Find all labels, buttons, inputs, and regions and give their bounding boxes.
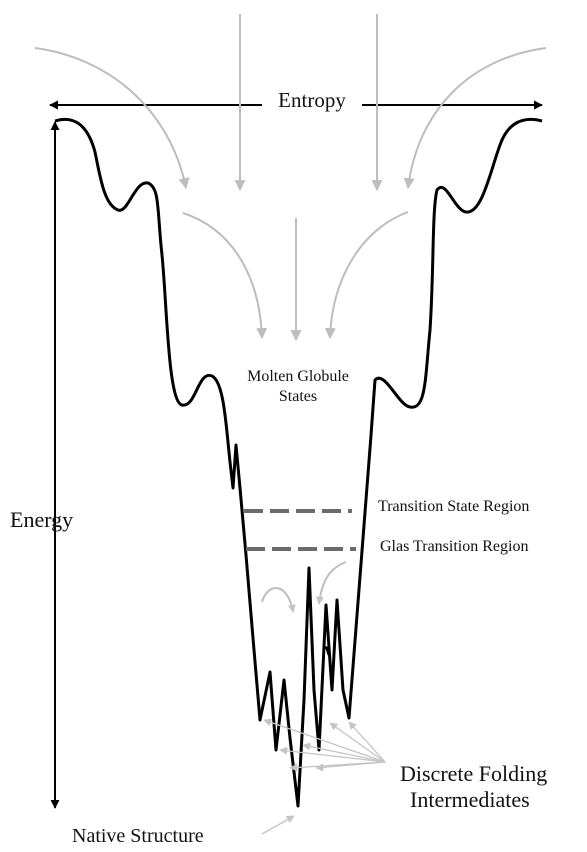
gray-arrow-mid-right-curve xyxy=(324,211,409,340)
energy-label: Energy xyxy=(10,507,73,532)
curve-kink xyxy=(323,645,331,656)
discrete-intermediates-label-line1: Discrete Folding xyxy=(400,761,547,786)
gray-arrow-top-right-curve xyxy=(403,47,547,190)
intermediate-flow-arrows xyxy=(261,561,347,613)
entropy-label-bg xyxy=(262,88,362,118)
entropy-flow-arrows-top xyxy=(34,14,547,192)
native-structure-label: Native Structure xyxy=(72,825,204,847)
intermediate-pointer-lines xyxy=(263,718,386,772)
energy-landscape-curve xyxy=(54,117,543,808)
gray-arrow-top-left-curve xyxy=(34,47,190,190)
gray-arrow-mid-left-curve xyxy=(182,212,268,340)
molten-globule-label-line2: States xyxy=(279,388,317,405)
gray-arrow-low-right xyxy=(315,561,347,605)
glass-transition-label: Glas Transition Region xyxy=(380,538,528,555)
entropy-label: Entropy xyxy=(278,88,346,112)
discrete-intermediates-label-line2: Intermediates xyxy=(410,787,530,812)
molten-globule-label-line1: Molten Globule xyxy=(247,368,349,385)
entropy-flow-arrows-mid xyxy=(182,211,409,342)
transition-state-label: Transition State Region xyxy=(378,498,529,515)
gray-arrow-low-left xyxy=(261,587,296,613)
native-structure-pointer xyxy=(261,815,295,835)
